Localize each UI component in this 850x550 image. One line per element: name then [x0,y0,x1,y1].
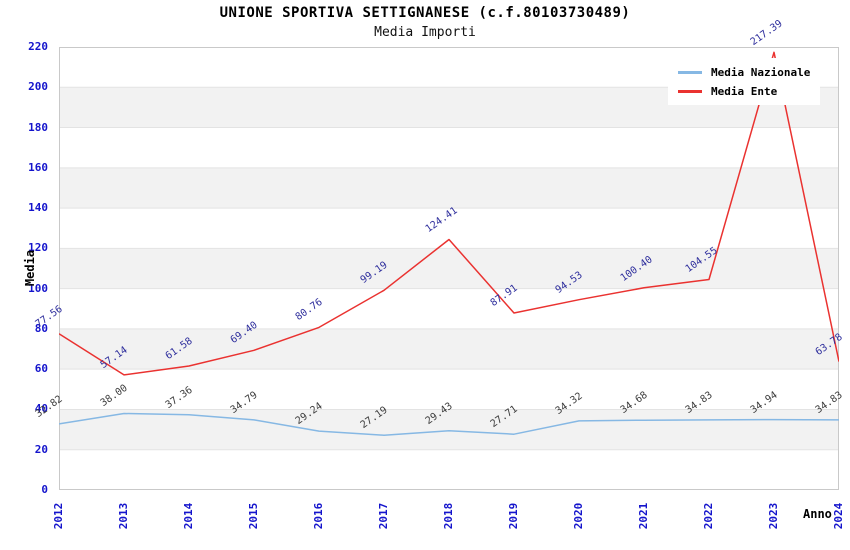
plot-band [59,409,839,450]
y-tick-label: 160 [28,160,48,174]
plot-band [59,328,839,370]
chart-title: UNIONE SPORTIVA SETTIGNANESE (c.f.801037… [219,5,631,21]
x-tick-label: 2014 [182,502,195,530]
y-tick-label: 20 [34,442,48,456]
x-tick-label: 2013 [117,502,130,530]
plot-area [59,47,839,490]
y-tick-label: 220 [28,40,48,53]
x-tick-label: 2020 [572,502,585,530]
x-tick-label: 2016 [312,502,325,530]
y-axis-title: Media [23,249,37,287]
series-line-media-nazionale [59,412,839,436]
legend-swatch-icon [678,90,702,93]
chart-subtitle: Media Importi [374,25,476,40]
y-tick-label: 140 [28,201,48,215]
y-tick-label: 40 [34,402,48,416]
x-tick-label: 2019 [507,502,520,530]
plot-band [59,248,839,289]
x-tick-label: 2023 [767,502,780,530]
legend-item-media-ente: Media Ente [678,82,810,101]
legend-swatch-icon [678,71,702,74]
y-tick-label: 120 [28,241,48,255]
x-tick-label: 2021 [637,502,650,530]
y-tick-label: 200 [28,80,48,94]
plot-border [59,47,839,490]
y-tick-label: 80 [34,321,48,335]
y-tick-label: 180 [28,120,48,134]
legend-label: Media Nazionale [711,66,811,79]
x-tick-label: 2015 [247,502,260,530]
legend: Media Nazionale Media Ente [668,58,821,105]
x-tick-label: 2018 [442,502,455,530]
x-axis-title: Anno [803,507,832,521]
y-tick-label: 60 [34,362,48,376]
legend-item-media-nazionale: Media Nazionale [678,63,810,82]
x-tick-label: 2024 [832,502,845,530]
plot-band [59,167,839,209]
x-tick-label: 2017 [377,502,390,530]
y-tick-label: 0 [41,483,48,496]
legend-label: Media Ente [711,85,778,98]
series-line-media-ente [59,51,839,376]
x-tick-label: 2012 [52,502,65,530]
x-tick-label: 2022 [702,502,715,530]
y-tick-label: 100 [28,281,48,295]
